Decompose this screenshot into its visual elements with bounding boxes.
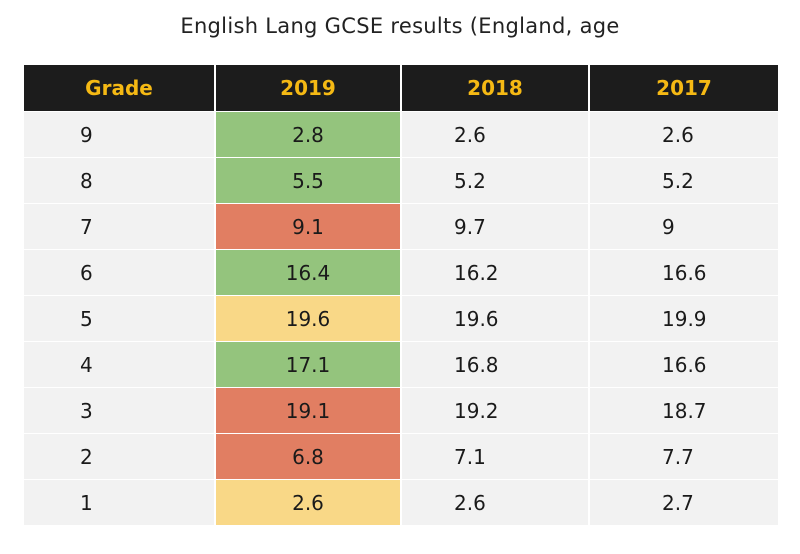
grade-cell: 3 <box>24 387 216 433</box>
value-2018-cell: 7.1 <box>402 433 590 479</box>
value-2018-cell: 19.6 <box>402 295 590 341</box>
table-row: 3 19.1 19.2 18.7 <box>24 387 778 433</box>
value-2019-cell: 19.1 <box>216 387 402 433</box>
header-2019: 2019 <box>216 65 402 111</box>
grade-cell: 6 <box>24 249 216 295</box>
value-2019-cell: 2.6 <box>216 479 402 525</box>
value-2018-cell: 2.6 <box>402 111 590 157</box>
value-2018-cell: 9.7 <box>402 203 590 249</box>
value-2017-cell: 2.6 <box>590 111 778 157</box>
value-2018-cell: 2.6 <box>402 479 590 525</box>
table-row: 8 5.5 5.2 5.2 <box>24 157 778 203</box>
value-2017-cell: 16.6 <box>590 341 778 387</box>
value-2018-cell: 19.2 <box>402 387 590 433</box>
value-2019-cell: 5.5 <box>216 157 402 203</box>
table-row: 5 19.6 19.6 19.9 <box>24 295 778 341</box>
grade-cell: 5 <box>24 295 216 341</box>
value-2019-cell: 16.4 <box>216 249 402 295</box>
value-2017-cell: 18.7 <box>590 387 778 433</box>
table-row: 4 17.1 16.8 16.6 <box>24 341 778 387</box>
header-2018: 2018 <box>402 65 590 111</box>
grade-cell: 9 <box>24 111 216 157</box>
value-2019-cell: 17.1 <box>216 341 402 387</box>
value-2019-cell: 19.6 <box>216 295 402 341</box>
table-row: 9 2.8 2.6 2.6 <box>24 111 778 157</box>
value-2017-cell: 2.7 <box>590 479 778 525</box>
grade-cell: 7 <box>24 203 216 249</box>
grade-cell: 2 <box>24 433 216 479</box>
value-2017-cell: 9 <box>590 203 778 249</box>
value-2018-cell: 5.2 <box>402 157 590 203</box>
grade-cell: 4 <box>24 341 216 387</box>
chart-title: English Lang GCSE results (England, age <box>180 14 620 38</box>
header-2017: 2017 <box>590 65 778 111</box>
grade-cell: 1 <box>24 479 216 525</box>
value-2019-cell: 9.1 <box>216 203 402 249</box>
value-2018-cell: 16.8 <box>402 341 590 387</box>
table-row: 7 9.1 9.7 9 <box>24 203 778 249</box>
value-2017-cell: 19.9 <box>590 295 778 341</box>
value-2019-cell: 2.8 <box>216 111 402 157</box>
grade-cell: 8 <box>24 157 216 203</box>
table-row: 1 2.6 2.6 2.7 <box>24 479 778 525</box>
table-row: 6 16.4 16.2 16.6 <box>24 249 778 295</box>
table-body: 9 2.8 2.6 2.6 8 5.5 5.2 5.2 7 9.1 9.7 9 6 16.4 16.2 16.… <box>24 111 778 525</box>
value-2018-cell: 16.2 <box>402 249 590 295</box>
header-grade: Grade <box>24 65 216 111</box>
value-2017-cell: 7.7 <box>590 433 778 479</box>
value-2019-cell: 6.8 <box>216 433 402 479</box>
value-2017-cell: 16.6 <box>590 249 778 295</box>
results-table: Grade 2019 2018 2017 9 2.8 2.6 2.6 8 5.5 5.2 5.… <box>24 65 778 525</box>
header-row: Grade 2019 2018 2017 <box>24 65 778 111</box>
table-row: 2 6.8 7.1 7.7 <box>24 433 778 479</box>
value-2017-cell: 5.2 <box>590 157 778 203</box>
